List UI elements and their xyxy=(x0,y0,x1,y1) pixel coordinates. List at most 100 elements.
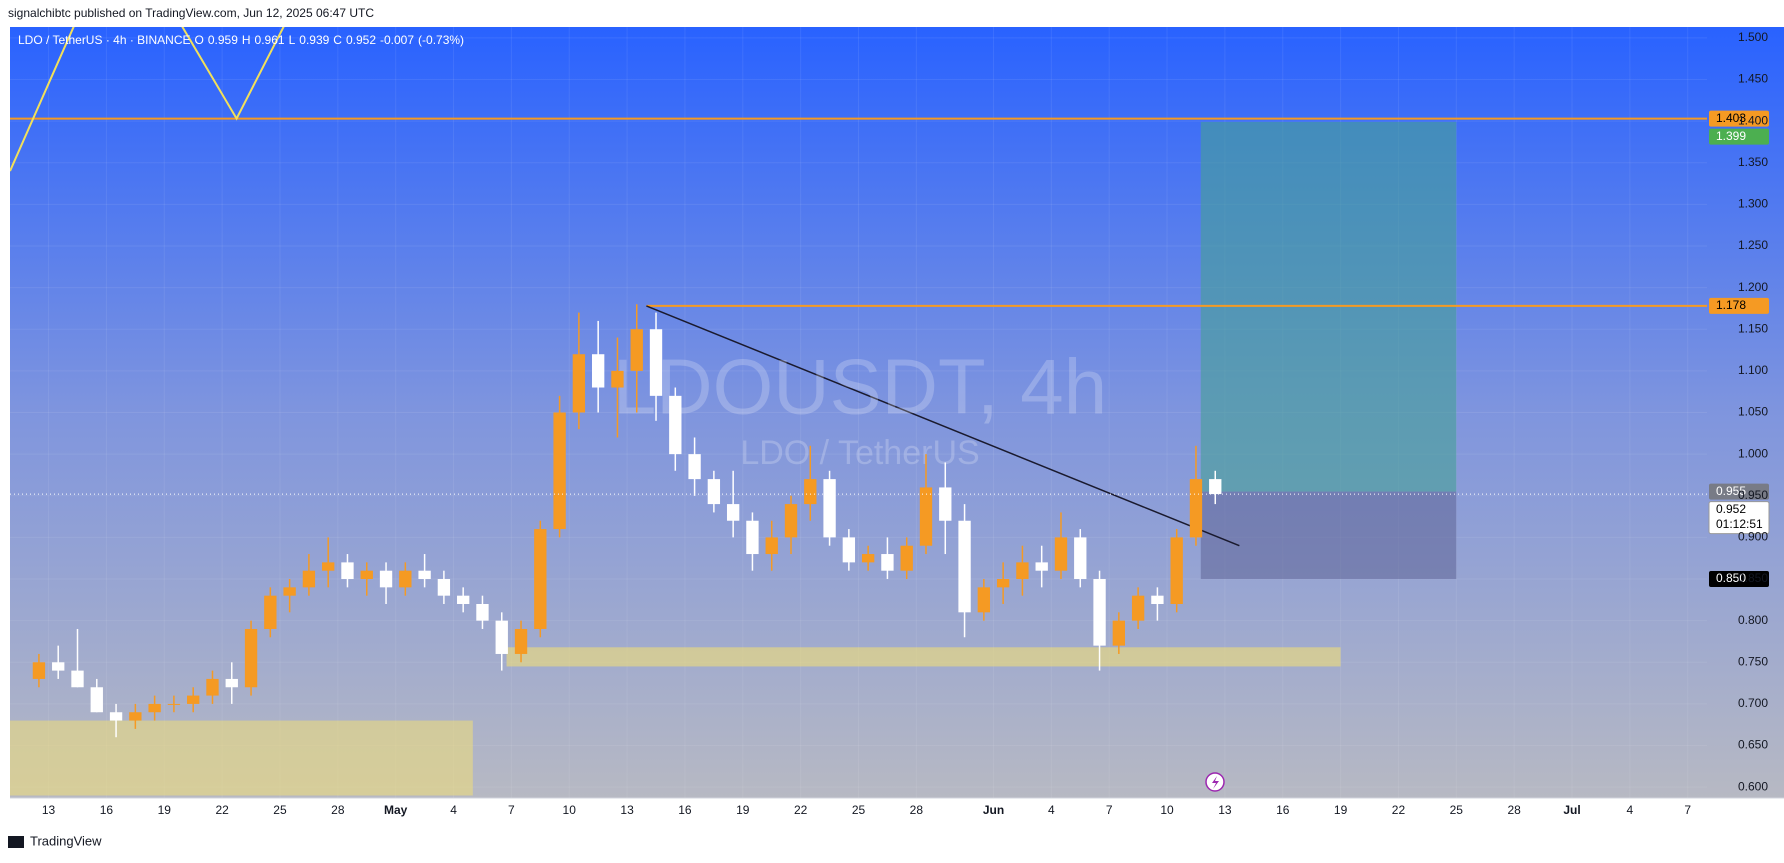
x-tick-label: 13 xyxy=(42,803,56,817)
y-tick-label: 0.650 xyxy=(1738,738,1768,752)
candle-body xyxy=(688,454,701,480)
candle-body xyxy=(784,504,798,538)
y-tick-label: 1.000 xyxy=(1738,446,1768,460)
price-label: 0.850 xyxy=(1716,571,1746,585)
x-tick-label: 22 xyxy=(1392,803,1406,817)
price-label-box xyxy=(1709,571,1769,588)
price-label-box xyxy=(1709,297,1769,314)
candle-body xyxy=(939,487,952,521)
candle-body xyxy=(379,570,393,588)
candle-body xyxy=(71,670,84,688)
price-label: 0.952 xyxy=(1716,502,1746,516)
price-axis-background xyxy=(1707,27,1784,798)
price-label-box xyxy=(1709,483,1769,500)
candle-body xyxy=(322,562,335,571)
x-tick-label: 19 xyxy=(1334,803,1348,817)
legend-text: 0.959 xyxy=(208,33,238,47)
x-tick-label: 28 xyxy=(1507,803,1521,817)
x-tick-label: 25 xyxy=(852,803,866,817)
y-tick-label: 0.800 xyxy=(1738,613,1768,627)
x-tick-label: 4 xyxy=(450,803,457,817)
candle-body xyxy=(1209,479,1222,495)
lightning xyxy=(1212,776,1219,789)
candle-body xyxy=(726,504,740,521)
y-tick-label: 1.250 xyxy=(1738,238,1768,252)
candle-body xyxy=(418,570,431,580)
candle-body xyxy=(341,562,354,580)
header: signalchibtc published on TradingView.co… xyxy=(8,6,374,20)
y-tick-label: 0.900 xyxy=(1738,530,1768,544)
candle-body xyxy=(591,354,605,388)
x-tick-label: 13 xyxy=(1218,803,1232,817)
x-tick-label: 13 xyxy=(620,803,634,817)
candle-body xyxy=(861,554,875,563)
candle-body xyxy=(495,620,508,654)
y-tick-label: 0.950 xyxy=(1738,488,1768,502)
candle-body xyxy=(206,678,219,696)
legend-text: H xyxy=(242,33,251,47)
price-label-box xyxy=(1709,128,1769,145)
candle-body xyxy=(669,395,682,455)
legend-text: (-0.73%) xyxy=(418,33,464,47)
price-label: 1.403 xyxy=(1716,111,1746,125)
candle-body xyxy=(1035,562,1048,571)
price-label-box xyxy=(1709,110,1769,127)
watermark-subtitle: LDO / TetherUS xyxy=(740,434,979,472)
price-label-box xyxy=(1708,501,1770,535)
x-tick-label: 19 xyxy=(736,803,750,817)
y-tick-label: 1.500 xyxy=(1738,30,1768,44)
x-tick-label: May xyxy=(384,803,408,817)
x-tick-label: 16 xyxy=(678,803,692,817)
y-tick-label: 1.050 xyxy=(1738,405,1768,419)
legend-text: 0.952 xyxy=(346,33,376,47)
candle-body xyxy=(1131,595,1145,621)
footer: TradingView xyxy=(30,833,102,848)
price-label: 0.955 xyxy=(1716,484,1746,498)
countdown: 01:12:51 xyxy=(1716,517,1763,531)
overlay: 1.4031.3991.1780.9550.95201:12:510.850LD… xyxy=(18,33,1770,588)
candle-body xyxy=(1016,562,1029,580)
x-tick-label: 7 xyxy=(1106,803,1113,817)
price-label: 1.178 xyxy=(1716,298,1746,312)
price-label: 1.399 xyxy=(1716,129,1746,143)
candle-body xyxy=(649,329,663,396)
candle-body xyxy=(264,595,277,629)
candle-body xyxy=(1074,537,1087,580)
legend-text: C xyxy=(333,33,342,47)
x-tick-label: 22 xyxy=(794,803,808,817)
candle-body xyxy=(109,712,123,721)
y-tick-label: 0.700 xyxy=(1738,696,1768,710)
candle-body xyxy=(457,595,470,605)
y-tick-label: 1.300 xyxy=(1738,197,1768,211)
candle-body xyxy=(129,712,142,721)
x-tick-label: 10 xyxy=(1160,803,1174,817)
y-tick-label: 1.100 xyxy=(1738,363,1768,377)
candle-body xyxy=(900,545,913,571)
x-tick-label: 4 xyxy=(1048,803,1055,817)
x-tick-label: 28 xyxy=(331,803,345,817)
candle-body xyxy=(283,587,296,596)
candle-body xyxy=(1112,620,1126,646)
candle-body xyxy=(52,662,65,671)
x-tick-label: Jun xyxy=(983,803,1004,817)
y-tick-label: 1.350 xyxy=(1738,155,1768,169)
trend-line xyxy=(646,305,1240,547)
x-tick-label: 28 xyxy=(910,803,924,817)
candle-body xyxy=(534,529,547,629)
legend-text: 0.939 xyxy=(299,33,329,47)
x-tick-label: 7 xyxy=(508,803,515,817)
y-tick-label: 0.600 xyxy=(1738,779,1768,793)
demand-zone xyxy=(506,647,1341,667)
x-tick-label: 7 xyxy=(1684,803,1691,817)
legend-text: O xyxy=(195,33,204,47)
y-tick-label: 1.150 xyxy=(1738,321,1768,335)
candle-body xyxy=(399,570,412,588)
x-tick-label: 10 xyxy=(563,803,577,817)
candle-body xyxy=(187,695,200,704)
x-tick-label: 16 xyxy=(1276,803,1290,817)
candle-body xyxy=(572,354,586,413)
candle-body xyxy=(553,412,566,530)
candle-body xyxy=(996,579,1010,588)
y-tick-label: 0.750 xyxy=(1738,654,1768,668)
legend-text: -0.007 xyxy=(380,33,414,47)
